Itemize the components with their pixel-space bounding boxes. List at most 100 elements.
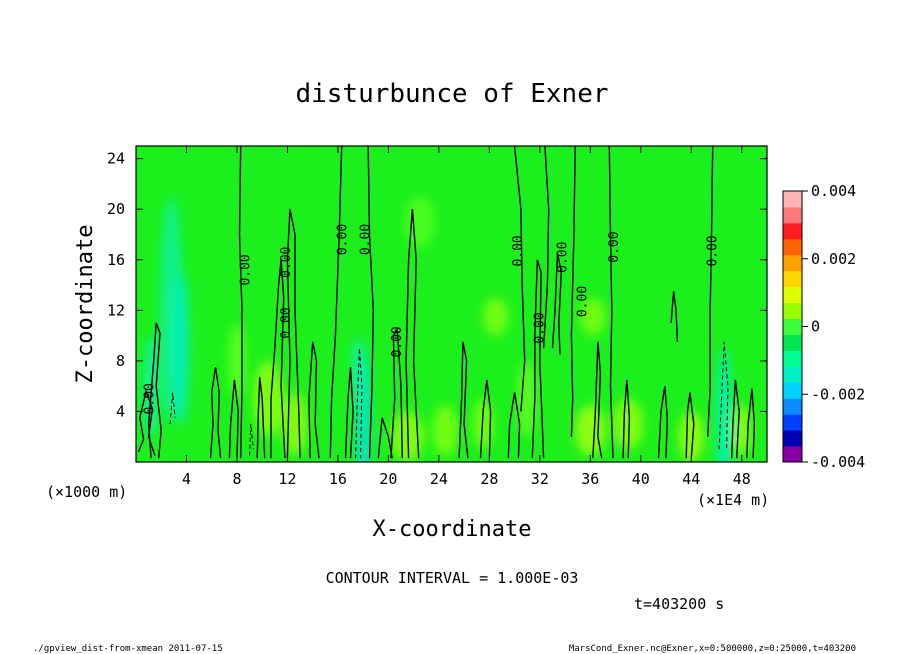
contour-line — [405, 209, 420, 459]
contour-line — [209, 367, 222, 459]
x-tick-label: 36 — [581, 470, 599, 488]
x-tick-label: 40 — [632, 470, 650, 488]
x-axis: 4 8 12 16 20 24 28 32 36 40 44 48 — [182, 146, 751, 488]
x-axis-title: X-coordinate — [373, 517, 532, 542]
colorbar-band — [783, 286, 802, 304]
colorbar-band — [783, 350, 802, 367]
negative-contour-line — [718, 341, 729, 450]
colorbar-band — [783, 318, 802, 335]
footer-file-info: MarsCond_Exner.nc@Exner,x=0:500000,z=0:2… — [569, 644, 856, 654]
colorbar-band — [783, 254, 802, 272]
contour-label: 0.00 — [358, 224, 373, 255]
contour-line — [542, 146, 550, 349]
contour-line — [670, 291, 679, 342]
field-blob — [282, 392, 308, 456]
field-blob — [613, 398, 644, 450]
contour-label: 0.00 — [706, 235, 721, 266]
y-tick-label: 8 — [116, 352, 125, 370]
field-blob — [228, 322, 246, 399]
contour-line — [137, 388, 156, 456]
contour-line — [622, 379, 631, 459]
plot-frame — [135, 145, 768, 463]
field-blob — [432, 405, 458, 456]
contour-label: 0.00 — [555, 242, 570, 273]
field-blob — [390, 411, 424, 462]
contour-line — [270, 259, 286, 459]
field-blob — [173, 272, 190, 425]
contour-lines — [137, 146, 756, 459]
colorbar-band — [783, 206, 802, 224]
contour-label: 0.00 — [143, 383, 158, 414]
contour-label: 0.00 — [607, 231, 622, 262]
contour-line — [531, 259, 545, 459]
colorbar-band — [783, 446, 802, 463]
x-tick-label: 12 — [278, 470, 296, 488]
contour-line — [551, 253, 563, 355]
time-label: t=403200 s — [634, 595, 724, 613]
colorbar-band — [783, 334, 802, 351]
x-tick-label: 24 — [430, 470, 448, 488]
contour-label: 0.00 — [239, 254, 254, 285]
contour-labels: 0.00 0.00 0.00 0.00 0.00 0.00 0.00 0.00 0.00 0.00… — [143, 224, 721, 415]
y-tick-label: 4 — [116, 402, 125, 420]
x-tick-label: 48 — [733, 470, 751, 488]
contour-label: 0.00 — [576, 286, 591, 317]
plot-area — [136, 146, 767, 462]
contour-line — [329, 146, 343, 459]
contour-line — [367, 146, 375, 459]
contour-label: 0.00 — [533, 312, 548, 343]
contour-line — [657, 386, 669, 459]
colorbar-band — [783, 191, 802, 208]
contour-line — [147, 322, 162, 459]
colorbar-tick-label: -0.002 — [811, 385, 865, 403]
colorbar-band — [783, 238, 802, 256]
y-tick-label: 24 — [107, 150, 125, 168]
colorbar-tick-label: 0 — [811, 318, 820, 336]
negative-contour-lines — [169, 341, 729, 459]
y-tick-label: 20 — [107, 200, 125, 218]
x-unit-label: (×1E4 m) — [697, 491, 769, 509]
contour-line — [308, 341, 320, 459]
contour-label: 0.00 — [279, 307, 294, 338]
contour-line — [608, 146, 614, 459]
y-unit-label: (×1000 m) — [46, 483, 127, 501]
colorbar-band — [783, 366, 802, 383]
contour-line — [479, 379, 492, 459]
chart-title: disturbunce of Exner — [295, 79, 608, 109]
field-blob — [404, 196, 436, 248]
contour-line — [570, 146, 576, 437]
x-tick-label: 16 — [329, 470, 347, 488]
contour-line — [731, 379, 740, 459]
colorbar-band — [783, 222, 802, 240]
y-axis-title: Z-coordinate — [73, 225, 98, 384]
colorbar-band — [783, 270, 802, 288]
negative-contour-line — [249, 424, 254, 456]
contour-line — [458, 341, 469, 459]
contour-label: 0.00 — [336, 224, 351, 255]
contour-line — [286, 209, 301, 459]
contour-label: 0.00 — [390, 326, 405, 357]
contour-label: 0.00 — [279, 247, 294, 278]
x-tick-label: 32 — [531, 470, 549, 488]
contour-interval-label: CONTOUR INTERVAL = 1.000E-03 — [326, 569, 579, 587]
contour-line — [256, 377, 266, 459]
field-blob — [678, 411, 704, 462]
field-blob — [483, 297, 509, 336]
colorbar-band — [783, 398, 802, 415]
y-axis: 4 8 12 16 20 24 — [107, 150, 767, 420]
x-tick-label: 20 — [379, 470, 397, 488]
contour-line — [592, 341, 603, 459]
colorbar-band — [783, 382, 802, 399]
field-blob — [253, 360, 284, 437]
colorbar-band — [783, 430, 802, 447]
field-blob — [580, 297, 606, 336]
y-tick-label: 12 — [107, 301, 125, 319]
x-tick-label: 4 — [182, 470, 191, 488]
x-tick-label: 8 — [232, 470, 241, 488]
colorbar-ticks: 0.004 0.002 0 -0.002 -0.004 — [802, 182, 865, 471]
x-tick-label: 44 — [682, 470, 700, 488]
y-tick-label: 16 — [107, 251, 125, 269]
contour-line — [238, 146, 243, 459]
contour-line — [507, 392, 521, 459]
colorbar-tick-label: 0.004 — [811, 182, 856, 200]
